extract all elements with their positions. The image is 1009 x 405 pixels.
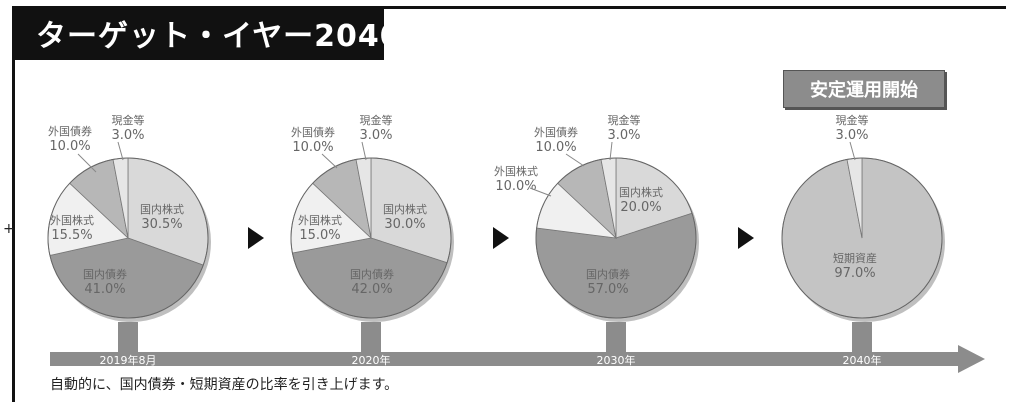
slice-name-label: 現金等 [608, 113, 641, 127]
slice-value-label: 42.0% [351, 282, 392, 297]
pie-outline [47, 157, 209, 319]
slice-name-label: 現金等 [836, 113, 869, 127]
slice-name-label: 外国株式 [298, 213, 342, 227]
slice-value-label: 10.0% [292, 140, 333, 155]
slice-name-label: 現金等 [360, 113, 393, 127]
leader-line [849, 141, 856, 161]
stable-operation-label: 安定運用開始 [810, 80, 918, 101]
slice-value-label: 10.0% [495, 179, 536, 194]
slice-value-label: 30.0% [384, 217, 425, 232]
timeline-connector [361, 322, 381, 354]
frame-left-border [12, 6, 15, 402]
slice-value-label: 57.0% [587, 282, 628, 297]
slice-value-label: 3.0% [111, 128, 144, 143]
slice-name-label: 国内債券 [586, 267, 630, 281]
chart-title: ターゲット・イヤー2040 [36, 19, 402, 54]
slice-name-label: 国内株式 [619, 185, 663, 199]
slice-value-label: 3.0% [359, 128, 392, 143]
slice-name-label: 外国債券 [48, 124, 92, 138]
step-arrow [738, 227, 754, 249]
pie-outline [535, 157, 697, 319]
leader-line [529, 187, 552, 197]
slice-name-label: 外国株式 [494, 164, 538, 178]
stable-operation-badge: 安定運用開始 [783, 70, 945, 108]
timeline-arrowhead [958, 345, 985, 373]
timeline-connector [118, 322, 138, 354]
slice-name-label: 現金等 [112, 113, 145, 127]
step-arrow [248, 227, 264, 249]
pie-outline [290, 157, 452, 319]
title-banner: ターゲット・イヤー2040 [12, 6, 401, 60]
leader-line [361, 141, 367, 161]
timeline-bar [50, 352, 958, 366]
slice-value-label: 20.0% [620, 200, 661, 215]
slice-name-label: 国内株式 [383, 202, 427, 216]
slice-name-label: 外国債券 [291, 125, 335, 139]
step-arrow [493, 227, 509, 249]
leader-line [117, 141, 124, 161]
timeline-label: 2040年 [843, 353, 882, 367]
timeline-connector [852, 322, 872, 354]
pie-outline [781, 157, 943, 319]
timeline-label: 2019年8月 [100, 353, 157, 367]
slice-value-label: 41.0% [84, 282, 125, 297]
side-mark: + [3, 221, 15, 237]
slice-value-label: 30.5% [141, 217, 182, 232]
slice-name-label: 国内株式 [140, 202, 184, 216]
slice-name-label: 短期資産 [833, 251, 877, 265]
slice-value-label: 15.5% [51, 228, 92, 243]
timeline-label: 2020年 [352, 353, 391, 367]
slice-name-label: 外国債券 [534, 125, 578, 139]
frame-top-border [12, 6, 1006, 9]
timeline-connector [606, 322, 626, 354]
slice-name-label: 国内債券 [83, 267, 127, 281]
slice-name-label: 外国株式 [50, 213, 94, 227]
footnote: 自動的に、国内債券・短期資産の比率を引き上げます。 [50, 377, 399, 393]
leader-line [609, 141, 613, 161]
leader-line [77, 153, 97, 173]
slice-value-label: 15.0% [299, 228, 340, 243]
slice-value-label: 10.0% [49, 139, 90, 154]
slice-value-label: 97.0% [834, 266, 875, 281]
slice-value-label: 3.0% [607, 128, 640, 143]
slice-value-label: 10.0% [535, 140, 576, 155]
slice-value-label: 3.0% [835, 128, 868, 143]
leader-line [321, 153, 338, 169]
slice-name-label: 国内債券 [350, 267, 394, 281]
timeline-label: 2030年 [597, 353, 636, 367]
leader-line [565, 153, 585, 167]
